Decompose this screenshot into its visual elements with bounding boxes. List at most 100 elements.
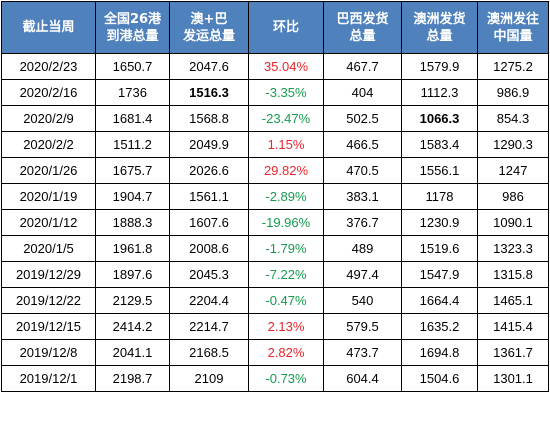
cell-australia-to-china: 1465.1 [477, 287, 549, 314]
cell-australia-to-china: 1323.3 [477, 235, 549, 262]
header-port-arrivals-text: 全国26港 到港总量 [103, 11, 162, 44]
cell-port-arrivals: 1675.7 [95, 157, 170, 184]
header-australia-to-china: 澳洲发往 中国量 [477, 1, 549, 54]
cell-australia-shipments: 1230.9 [401, 209, 478, 236]
cell-au-br-shipments: 1568.8 [169, 105, 249, 132]
header-brazil-shipments-text: 巴西发货 总量 [336, 11, 389, 44]
header-week-ending: 截止当周 [1, 1, 96, 54]
header-row: 截止当周 全国26港 到港总量 澳+巴 发运总量 环比 巴西发货 总量 澳洲发货 总量 … [1, 1, 549, 54]
cell-port-arrivals: 2198.7 [95, 365, 170, 392]
cell-australia-shipments: 1504.6 [401, 365, 478, 392]
cell-au-br-shipments: 1516.3 [169, 79, 249, 106]
cell-australia-shipments: 1066.3 [401, 105, 478, 132]
cell-brazil-shipments: 489 [323, 235, 402, 262]
cell-australia-shipments: 1547.9 [401, 261, 478, 288]
table-row: 2020/1/19 1904.7 1561.1 -2.89% 383.1 1178 986 [1, 183, 549, 210]
cell-brazil-shipments: 404 [323, 79, 402, 106]
cell-wow-change: -7.22% [248, 261, 324, 288]
cell-brazil-shipments: 497.4 [323, 261, 402, 288]
cell-australia-shipments: 1583.4 [401, 131, 478, 158]
cell-brazil-shipments: 466.5 [323, 131, 402, 158]
cell-au-br-shipments: 2045.3 [169, 261, 249, 288]
cell-week-ending: 2020/2/16 [1, 79, 96, 106]
cell-australia-to-china: 1361.7 [477, 339, 549, 366]
cell-australia-to-china: 1290.3 [477, 131, 549, 158]
cell-australia-shipments: 1112.3 [401, 79, 478, 106]
cell-australia-to-china: 1301.1 [477, 365, 549, 392]
cell-au-br-shipments: 2047.6 [169, 53, 249, 80]
cell-australia-shipments: 1664.4 [401, 287, 478, 314]
cell-brazil-shipments: 376.7 [323, 209, 402, 236]
header-australia-shipments-text: 澳洲发货 总量 [413, 11, 466, 44]
cell-brazil-shipments: 579.5 [323, 313, 402, 340]
table-row: 2020/1/5 1961.8 2008.6 -1.79% 489 1519.6 1323.… [1, 235, 549, 262]
cell-au-br-shipments: 2008.6 [169, 235, 249, 262]
cell-wow-change: 1.15% [248, 131, 324, 158]
table-row: 2020/1/26 1675.7 2026.6 29.82% 470.5 1556.1 12… [1, 157, 549, 184]
cell-wow-change: -19.96% [248, 209, 324, 236]
cell-australia-to-china: 1275.2 [477, 53, 549, 80]
cell-port-arrivals: 1511.2 [95, 131, 170, 158]
header-port-arrivals: 全国26港 到港总量 [95, 1, 170, 54]
cell-brazil-shipments: 467.7 [323, 53, 402, 80]
cell-wow-change: -23.47% [248, 105, 324, 132]
cell-port-arrivals: 1650.7 [95, 53, 170, 80]
table-body: 2020/2/23 1650.7 2047.6 35.04% 467.7 1579.9 12… [1, 53, 549, 392]
cell-brazil-shipments: 540 [323, 287, 402, 314]
cell-wow-change: 29.82% [248, 157, 324, 184]
cell-brazil-shipments: 473.7 [323, 339, 402, 366]
cell-week-ending: 2019/12/8 [1, 339, 96, 366]
cell-wow-change: -1.79% [248, 235, 324, 262]
cell-port-arrivals: 1961.8 [95, 235, 170, 262]
cell-wow-change: 2.82% [248, 339, 324, 366]
cell-australia-shipments: 1635.2 [401, 313, 478, 340]
cell-week-ending: 2019/12/15 [1, 313, 96, 340]
cell-australia-to-china: 1415.4 [477, 313, 549, 340]
cell-au-br-shipments: 1561.1 [169, 183, 249, 210]
cell-wow-change: 2.13% [248, 313, 324, 340]
header-australia-shipments: 澳洲发货 总量 [401, 1, 478, 54]
cell-wow-change: -3.35% [248, 79, 324, 106]
cell-au-br-shipments: 1607.6 [169, 209, 249, 236]
cell-au-br-shipments: 2214.7 [169, 313, 249, 340]
cell-port-arrivals: 1904.7 [95, 183, 170, 210]
table-row: 2019/12/29 1897.6 2045.3 -7.22% 497.4 1547.9 1… [1, 261, 549, 288]
cell-port-arrivals: 1888.3 [95, 209, 170, 236]
cell-au-br-shipments: 2049.9 [169, 131, 249, 158]
cell-brazil-shipments: 383.1 [323, 183, 402, 210]
cell-australia-shipments: 1519.6 [401, 235, 478, 262]
table-row: 2020/2/23 1650.7 2047.6 35.04% 467.7 1579.9 12… [1, 53, 549, 80]
cell-australia-to-china: 1090.1 [477, 209, 549, 236]
cell-au-br-shipments: 2168.5 [169, 339, 249, 366]
cell-australia-shipments: 1556.1 [401, 157, 478, 184]
table-row: 2020/2/16 1736 1516.3 -3.35% 404 1112.3 986.9 [1, 79, 549, 106]
cell-week-ending: 2020/2/23 [1, 53, 96, 80]
cell-week-ending: 2019/12/22 [1, 287, 96, 314]
table-row: 2019/12/22 2129.5 2204.4 -0.47% 540 1664.4 146… [1, 287, 549, 314]
header-au-br-shipments: 澳+巴 发运总量 [169, 1, 249, 54]
cell-wow-change: -2.89% [248, 183, 324, 210]
cell-week-ending: 2019/12/29 [1, 261, 96, 288]
cell-brazil-shipments: 502.5 [323, 105, 402, 132]
iron-ore-shipment-table: 截止当周 全国26港 到港总量 澳+巴 发运总量 环比 巴西发货 总量 澳洲发货 总量 … [1, 1, 549, 392]
cell-australia-shipments: 1694.8 [401, 339, 478, 366]
table-row: 2020/2/9 1681.4 1568.8 -23.47% 502.5 1066.3 85… [1, 105, 549, 132]
cell-week-ending: 2020/1/19 [1, 183, 96, 210]
cell-australia-shipments: 1579.9 [401, 53, 478, 80]
cell-port-arrivals: 2041.1 [95, 339, 170, 366]
table-row: 2019/12/8 2041.1 2168.5 2.82% 473.7 1694.8 136… [1, 339, 549, 366]
table-row: 2019/12/15 2414.2 2214.7 2.13% 579.5 1635.2 14… [1, 313, 549, 340]
cell-port-arrivals: 1736 [95, 79, 170, 106]
cell-wow-change: 35.04% [248, 53, 324, 80]
table-row: 2019/12/1 2198.7 2109 -0.73% 604.4 1504.6 1301… [1, 365, 549, 392]
header-australia-to-china-text: 澳洲发往 中国量 [486, 11, 539, 44]
table-row: 2020/2/2 1511.2 2049.9 1.15% 466.5 1583.4 1290… [1, 131, 549, 158]
cell-week-ending: 2020/1/5 [1, 235, 96, 262]
cell-port-arrivals: 1681.4 [95, 105, 170, 132]
cell-week-ending: 2019/12/1 [1, 365, 96, 392]
cell-wow-change: -0.73% [248, 365, 324, 392]
table-row: 2020/1/12 1888.3 1607.6 -19.96% 376.7 1230.9 1… [1, 209, 549, 236]
cell-port-arrivals: 1897.6 [95, 261, 170, 288]
cell-week-ending: 2020/1/26 [1, 157, 96, 184]
cell-port-arrivals: 2129.5 [95, 287, 170, 314]
